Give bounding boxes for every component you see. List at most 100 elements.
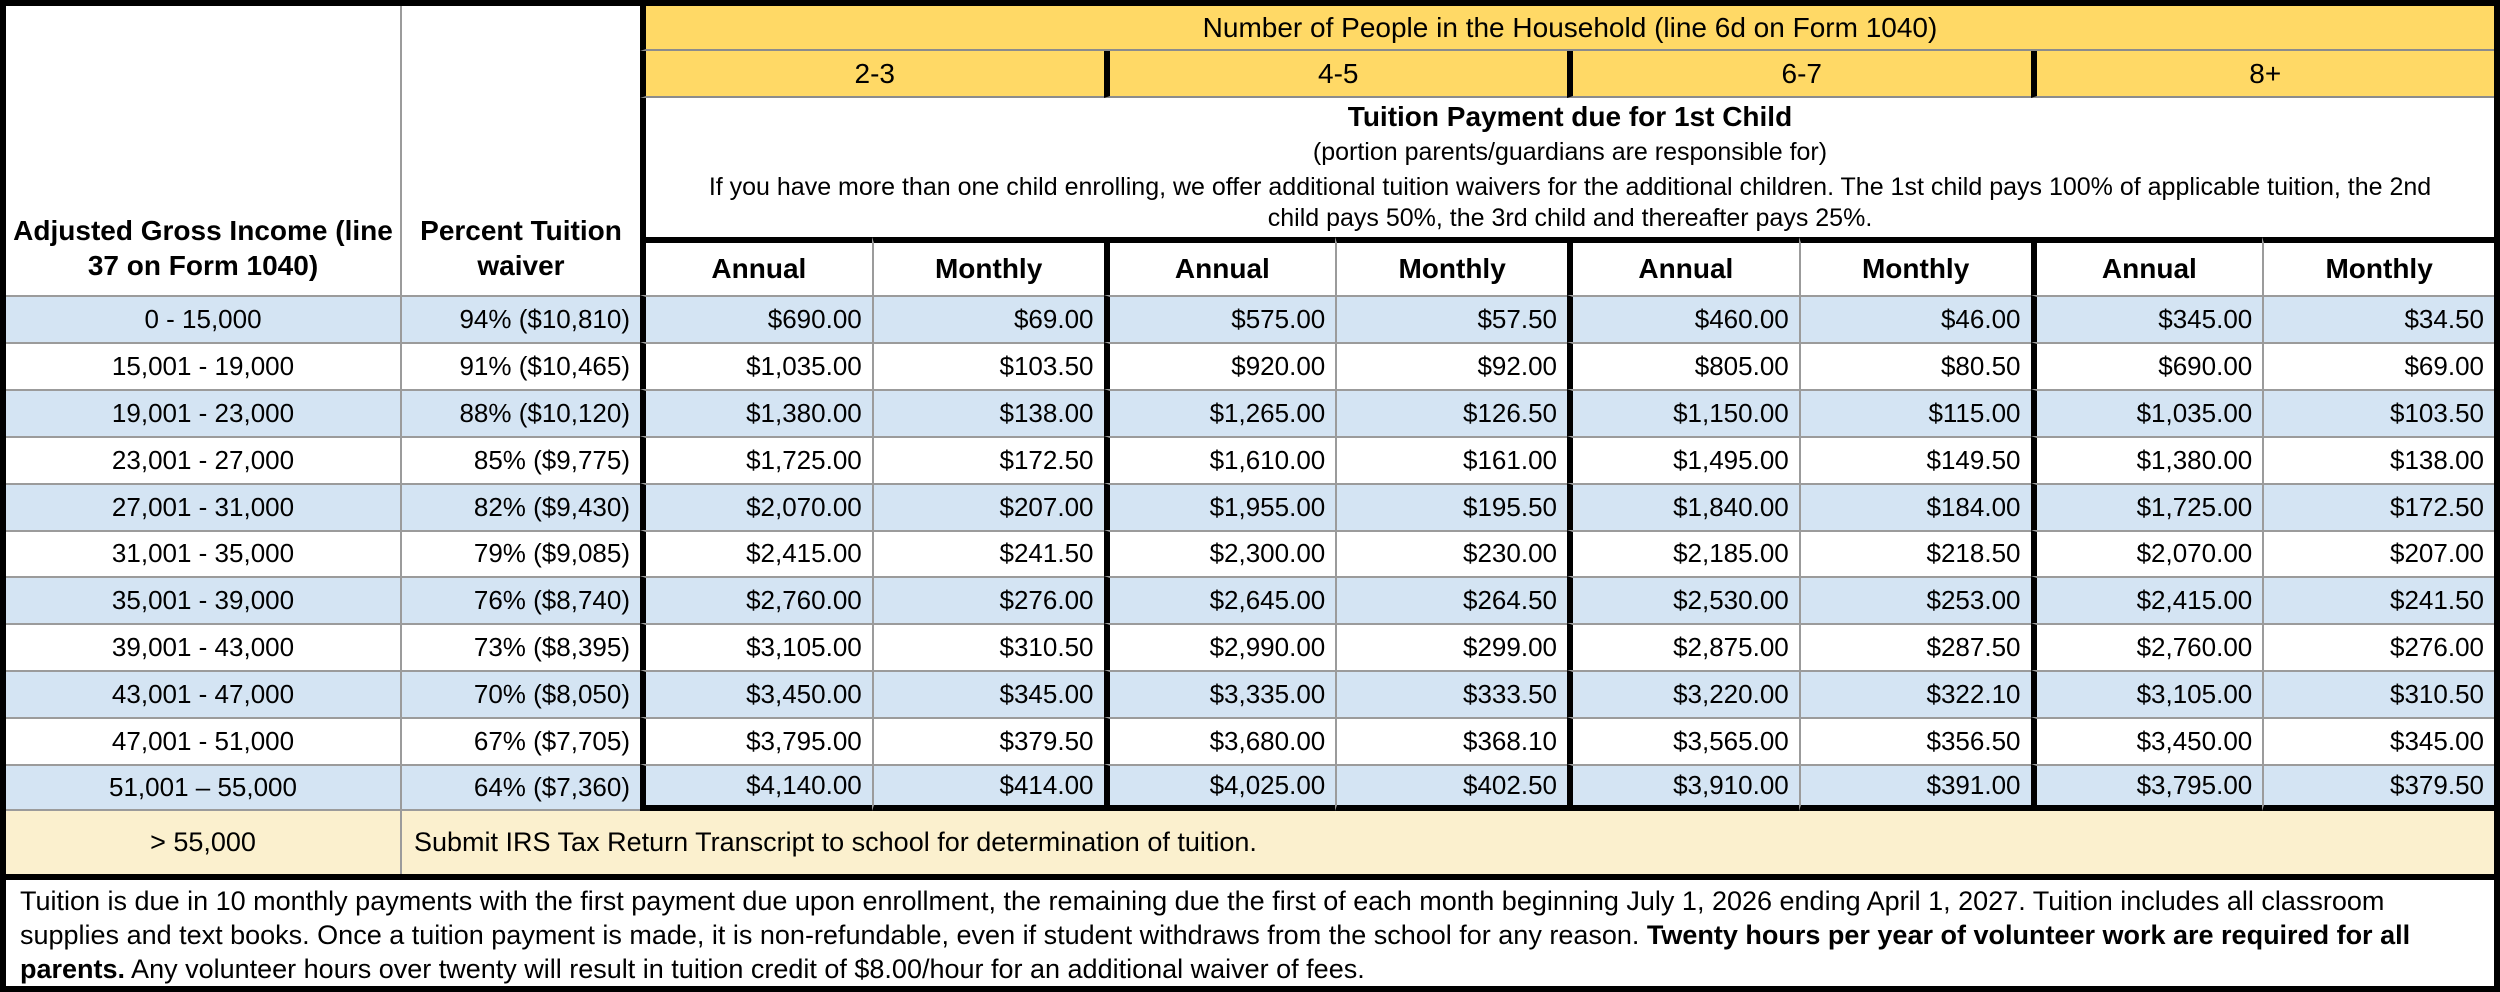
income-range-cell: 35,001 - 39,000 [6,576,400,624]
tuition-value-cell: $2,760.00 [640,576,872,624]
tuition-value-cell: $1,035.00 [640,341,872,389]
tuition-value-cell: $195.50 [1335,482,1567,530]
tuition-value-cell: $345.00 [2030,295,2263,342]
annual-header: Annual [640,237,872,295]
tuition-value-cell: $3,105.00 [2030,670,2263,718]
waiver-cell: 73% ($8,395) [400,623,640,671]
tuition-value-cell: $3,335.00 [1103,670,1336,718]
footer-text-after: Any volunteer hours over twenty will res… [125,954,1365,984]
tuition-value-cell: $2,185.00 [1567,529,1799,577]
household-size-banner: Number of People in the Household (line … [640,6,2494,51]
waiver-cell: 67% ($7,705) [400,717,640,765]
footer-note: Tuition is due in 10 monthly payments wi… [6,874,2494,986]
tuition-value-cell: $322.10 [1798,670,2031,718]
tuition-value-cell: $460.00 [1567,295,1799,342]
tuition-value-cell: $172.50 [871,435,1104,483]
monthly-header: Monthly [1798,237,2031,295]
tuition-value-cell: $2,070.00 [2030,529,2263,577]
tuition-value-cell: $575.00 [1103,295,1336,342]
tuition-value-cell: $920.00 [1103,341,1336,389]
household-group-6-7: 6-7 [1567,51,2031,98]
tuition-value-cell: $241.50 [2262,576,2494,624]
income-column-label: Adjusted Gross Income (line 37 on Form 1… [13,215,393,281]
tuition-value-cell: $2,300.00 [1103,529,1336,577]
household-size-title: Number of People in the Household (line … [1202,11,1938,43]
monthly-header: Monthly [1335,237,1567,295]
tuition-value-cell: $1,610.00 [1103,435,1336,483]
tuition-value-cell: $103.50 [2262,388,2494,436]
tuition-value-cell: $345.00 [871,670,1104,718]
household-group-8-plus: 8+ [2030,51,2494,98]
tuition-value-cell: $4,025.00 [1103,764,1336,811]
over-income-note: Submit IRS Tax Return Transcript to scho… [400,811,2494,874]
footer-text-bold: Twenty hours per year of volunteer work … [20,920,2411,984]
tuition-info-title: Tuition Payment due for 1st Child [1347,101,1793,132]
tuition-value-cell: $414.00 [871,764,1104,811]
tuition-value-cell: $3,910.00 [1567,764,1799,811]
tuition-value-cell: $2,415.00 [2030,576,2263,624]
tuition-value-cell: $92.00 [1335,341,1567,389]
annual-header: Annual [1103,237,1336,295]
tuition-value-cell: $2,990.00 [1103,623,1336,671]
tuition-value-cell: $3,220.00 [1567,670,1799,718]
tuition-value-cell: $80.50 [1798,341,2031,389]
tuition-value-cell: $4,140.00 [640,764,872,811]
tuition-value-cell: $241.50 [871,529,1104,577]
tuition-value-cell: $103.50 [871,341,1104,389]
tuition-value-cell: $2,645.00 [1103,576,1336,624]
tuition-value-cell: $3,450.00 [640,670,872,718]
waiver-cell: 94% ($10,810) [400,295,640,342]
income-range-cell: 0 - 15,000 [6,295,400,342]
monthly-header: Monthly [871,237,1104,295]
tuition-value-cell: $3,795.00 [2030,764,2263,811]
tuition-info-subtitle: (portion parents/guardians are responsib… [1312,138,1828,166]
tuition-value-cell: $3,680.00 [1103,717,1336,765]
income-range-cell: 15,001 - 19,000 [6,341,400,389]
tuition-value-cell: $276.00 [2262,623,2494,671]
waiver-cell: 91% ($10,465) [400,341,640,389]
annual-header: Annual [2030,237,2263,295]
tuition-value-cell: $230.00 [1335,529,1567,577]
tuition-value-cell: $264.50 [1335,576,1567,624]
waiver-cell: 79% ($9,085) [400,529,640,577]
income-range-cell: 23,001 - 27,000 [6,435,400,483]
tuition-value-cell: $184.00 [1798,482,2031,530]
tuition-value-cell: $1,265.00 [1103,388,1336,436]
tuition-info-band: Tuition Payment due for 1st Child (porti… [640,98,2494,237]
tuition-value-cell: $276.00 [871,576,1104,624]
tuition-value-cell: $253.00 [1798,576,2031,624]
tuition-value-cell: $172.50 [2262,482,2494,530]
tuition-info-note: If you have more than one child enrollin… [708,173,2432,232]
tuition-value-cell: $333.50 [1335,670,1567,718]
tuition-value-cell: $310.50 [2262,670,2494,718]
income-range-cell: 51,001 – 55,000 [6,764,400,811]
tuition-value-cell: $138.00 [871,388,1104,436]
footer-text-before: Tuition is due in 10 monthly payments wi… [20,886,2385,950]
income-range-cell: 39,001 - 43,000 [6,623,400,670]
tuition-value-cell: $1,725.00 [2030,482,2263,530]
tuition-value-cell: $46.00 [1798,295,2031,342]
tuition-value-cell: $57.50 [1335,295,1567,342]
tuition-value-cell: $1,955.00 [1103,482,1336,530]
tuition-value-cell: $149.50 [1798,435,2031,483]
income-range-cell: 19,001 - 23,000 [6,388,400,436]
tuition-value-cell: $69.00 [2262,341,2494,389]
tuition-value-cell: $138.00 [2262,435,2494,483]
tuition-value-cell: $690.00 [640,295,872,342]
tuition-value-cell: $379.50 [871,717,1104,765]
tuition-value-cell: $1,725.00 [640,435,872,483]
waiver-cell: 76% ($8,740) [400,576,640,624]
waiver-cell: 70% ($8,050) [400,670,640,718]
monthly-header: Monthly [2262,237,2494,295]
tuition-value-cell: $3,795.00 [640,717,872,765]
tuition-value-cell: $1,035.00 [2030,388,2263,436]
tuition-value-cell: $379.50 [2262,764,2494,811]
tuition-value-cell: $1,380.00 [2030,435,2263,483]
tuition-value-cell: $218.50 [1798,529,2031,577]
tuition-value-cell: $161.00 [1335,435,1567,483]
household-group-4-5: 4-5 [1103,51,1567,98]
tuition-value-cell: $356.50 [1798,717,2031,765]
tuition-value-cell: $299.00 [1335,623,1567,671]
tuition-value-cell: $368.10 [1335,717,1567,765]
income-range-cell: 43,001 - 47,000 [6,670,400,718]
